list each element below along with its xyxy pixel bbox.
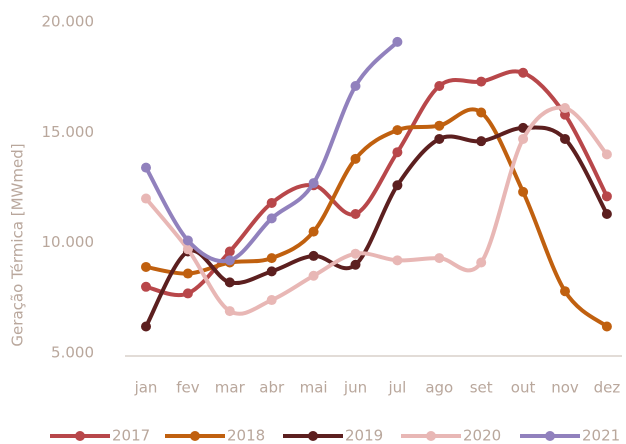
y-tick-label: 10.000: [42, 233, 95, 251]
legend-label: 2020: [463, 427, 501, 444]
marker: [434, 253, 445, 264]
x-tick-label: set: [470, 379, 493, 397]
y-tick-label: 5.000: [51, 344, 94, 362]
legend-marker: [190, 431, 200, 441]
x-tick-label: jan: [134, 379, 158, 397]
marker: [308, 250, 319, 261]
marker: [182, 244, 193, 255]
marker: [266, 197, 277, 208]
marker: [308, 226, 319, 237]
legend-label: 2017: [112, 427, 150, 444]
legend-marker: [426, 431, 436, 441]
marker: [434, 80, 445, 91]
marker: [601, 321, 612, 332]
x-tick-label: mai: [300, 379, 328, 397]
marker: [350, 259, 361, 270]
marker: [476, 76, 487, 87]
marker: [476, 136, 487, 147]
legend-label: 2019: [345, 427, 383, 444]
marker: [434, 120, 445, 131]
marker: [224, 246, 235, 257]
marker: [308, 270, 319, 281]
marker: [350, 80, 361, 91]
marker: [601, 208, 612, 219]
marker: [141, 321, 151, 332]
legend-marker: [545, 431, 555, 441]
marker: [392, 255, 403, 266]
marker: [350, 248, 361, 259]
marker: [476, 107, 487, 118]
legend-label: 2021: [582, 427, 620, 444]
x-tick-label: nov: [551, 379, 579, 397]
x-tick-label: out: [511, 379, 536, 397]
marker: [141, 281, 151, 292]
marker: [350, 208, 361, 219]
marker: [476, 257, 487, 268]
marker: [182, 288, 193, 299]
marker: [266, 253, 277, 264]
marker: [141, 193, 151, 204]
y-tick-label: 15.000: [42, 123, 95, 141]
marker: [518, 133, 529, 144]
marker: [392, 180, 403, 191]
marker: [266, 213, 277, 224]
marker: [601, 191, 612, 202]
marker: [518, 67, 529, 78]
x-tick-label: ago: [425, 379, 453, 397]
x-tick-label: jul: [387, 379, 406, 397]
marker: [518, 122, 529, 133]
x-tick-label: fev: [176, 379, 200, 397]
marker: [518, 186, 529, 197]
marker: [350, 153, 361, 164]
x-tick-label: jun: [343, 379, 367, 397]
marker: [182, 235, 193, 246]
marker: [224, 277, 235, 288]
y-axis-title: Geração Térmica [MWmed]: [9, 143, 27, 346]
legend-marker: [75, 431, 85, 441]
marker: [434, 133, 445, 144]
marker: [266, 295, 277, 306]
legend-label: 2018: [227, 427, 265, 444]
marker: [308, 178, 319, 189]
marker: [182, 268, 193, 279]
legend-marker: [308, 431, 318, 441]
marker: [560, 286, 570, 297]
marker: [224, 255, 235, 266]
marker: [141, 261, 151, 272]
marker: [224, 306, 235, 317]
marker: [560, 103, 570, 114]
marker: [392, 36, 403, 47]
x-tick-label: abr: [259, 379, 285, 397]
marker: [266, 266, 277, 277]
x-tick-label: dez: [594, 379, 621, 397]
marker: [141, 162, 151, 173]
marker: [601, 149, 612, 160]
marker: [392, 125, 403, 136]
marker: [560, 133, 570, 144]
x-tick-label: mar: [215, 379, 246, 397]
y-tick-label: 20.000: [42, 13, 95, 31]
marker: [392, 147, 403, 158]
